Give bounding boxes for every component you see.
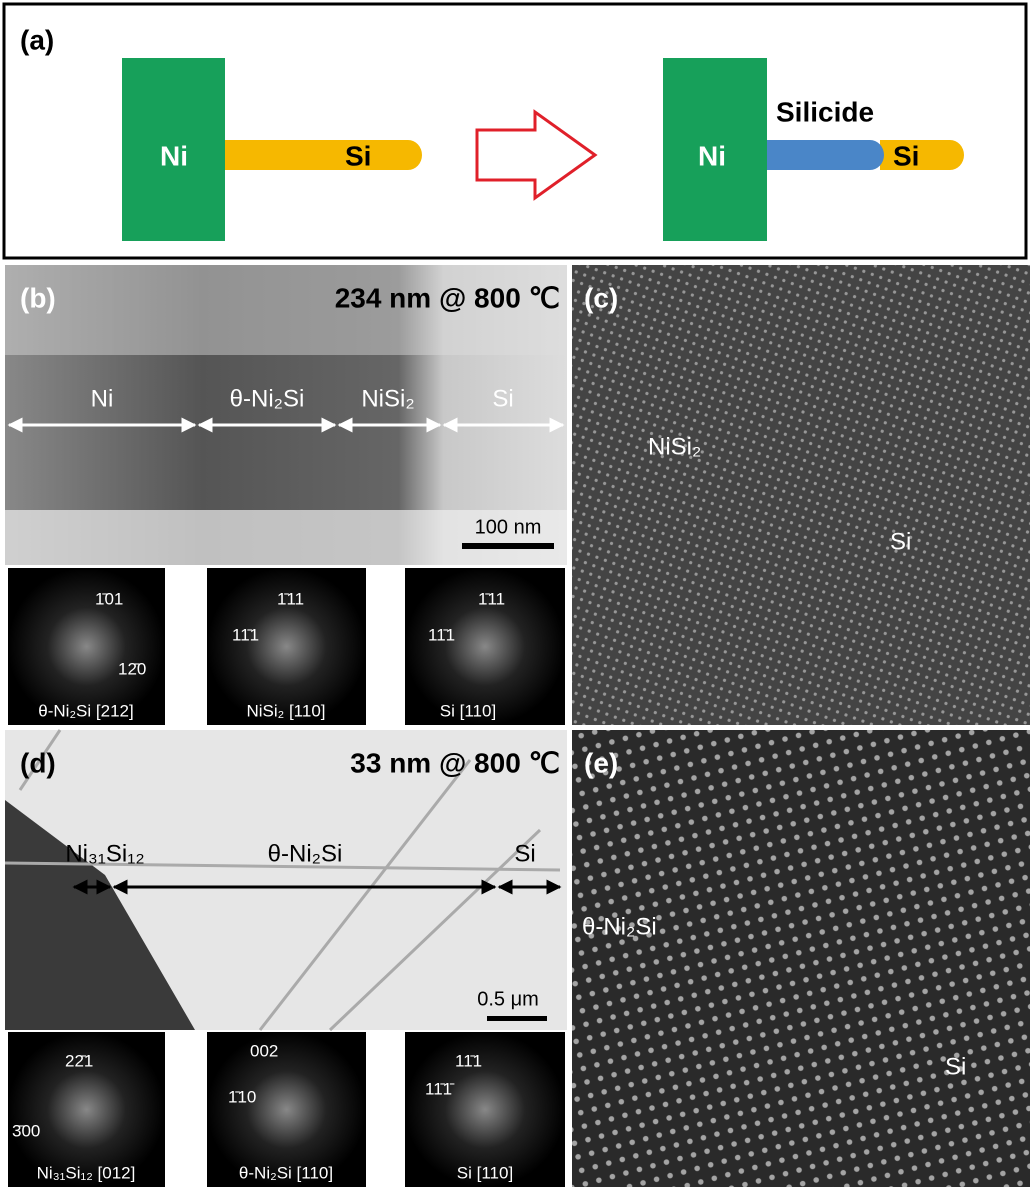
si-wire [225, 140, 422, 170]
fft-spot: 1̄11 [478, 589, 505, 608]
ni-label: Ni [698, 140, 726, 171]
zone-axis: Ni₃₁Si₁₂ [012] [37, 1163, 136, 1182]
panel-label: (a) [20, 24, 54, 55]
segment-label: Ni₃₁Si₁₂ [65, 840, 144, 867]
phase-label: NiSi₂ [648, 433, 701, 460]
zone-axis: Si [110] [440, 701, 496, 720]
scale-bar [462, 543, 554, 549]
fft-spot: 11̄1 [232, 625, 259, 644]
si-label: Si [345, 140, 371, 171]
zone-axis: NiSi₂ [110] [246, 701, 325, 720]
silicide-wire [767, 140, 884, 170]
fft-spot: 3̄00 [12, 1121, 40, 1140]
phase-label: Si [945, 1053, 966, 1080]
fft-spot: 11̄1 [455, 1051, 482, 1070]
fft-spot: 12̄0 [118, 659, 146, 678]
fft-spot: 11̄1̄ [425, 1079, 455, 1098]
fft-spot: 002 [250, 1041, 278, 1060]
zone-axis: Si [110] [457, 1163, 513, 1182]
fft-spot: 11̄1 [428, 625, 455, 644]
scale-bar-label: 0.5 μm [477, 988, 539, 1010]
zone-axis: θ-Ni₂Si [212] [38, 701, 133, 720]
zone-axis: θ-Ni₂Si [110] [239, 1163, 333, 1182]
segment-label: Si [492, 385, 513, 412]
scale-bar [487, 1016, 547, 1021]
ni-label: Ni [160, 140, 188, 171]
fft-spot: 1̄01 [95, 589, 123, 608]
fft-spot: 22̄1 [65, 1051, 93, 1070]
segment-label: θ-Ni₂Si [268, 840, 343, 867]
panel-label: (d) [20, 747, 56, 778]
lattice [572, 265, 1030, 725]
condition: 33 nm @ 800 ℃ [350, 747, 560, 778]
panel-label: (e) [584, 747, 618, 778]
condition: 234 nm @ 800 ℃ [335, 282, 560, 313]
segment-label: Ni [91, 385, 114, 412]
panel-label: (c) [584, 282, 618, 313]
figure: (a) Ni Si Ni Silicide Si (b) 234 nm @ 80… [0, 0, 1030, 1187]
segment-label: θ-Ni₂Si [230, 385, 305, 412]
segment-label: Si [514, 840, 535, 867]
fft-spot: 1̄11 [277, 589, 304, 608]
si-label: Si [893, 140, 919, 171]
silicide-label: Silicide [776, 96, 874, 127]
scale-bar-label: 100 nm [475, 516, 542, 538]
phase-label: Si [890, 528, 911, 555]
panel-label: (b) [20, 282, 56, 313]
lattice [572, 730, 1030, 1187]
fft-spot: 1̄10 [228, 1087, 256, 1106]
phase-label: θ-Ni₂Si [582, 913, 657, 940]
segment-label: NiSi₂ [361, 385, 414, 412]
